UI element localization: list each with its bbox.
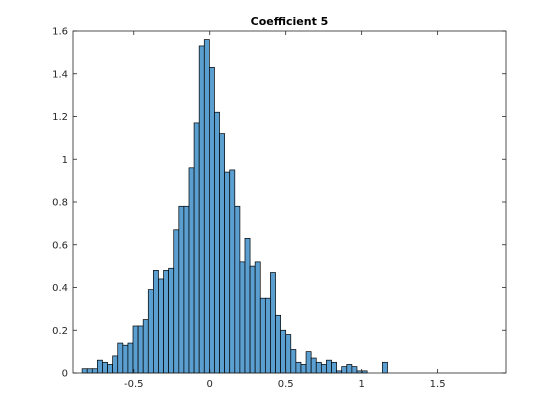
histogram-bar xyxy=(81,368,88,374)
histogram-bar xyxy=(249,265,256,374)
y-tick-label: 1.6 xyxy=(52,27,68,38)
histogram-bar xyxy=(285,334,292,374)
x-tick-label: 0 xyxy=(207,379,213,390)
histogram-bar xyxy=(224,171,231,374)
histogram-bar xyxy=(127,342,134,374)
histogram-bar xyxy=(112,355,119,374)
histogram-bar xyxy=(203,39,210,374)
histogram-bar xyxy=(168,267,175,374)
plot-area-background xyxy=(73,31,506,373)
histogram-bar xyxy=(254,261,261,374)
histogram-bar xyxy=(122,344,129,374)
y-tick-label: 0.4 xyxy=(52,283,68,294)
histogram-bar xyxy=(97,359,103,374)
histogram-bar xyxy=(142,319,149,374)
histogram-bar xyxy=(107,364,113,374)
histogram-bar xyxy=(188,167,195,374)
histogram-bar xyxy=(275,314,281,374)
histogram-bar xyxy=(239,261,246,374)
y-axis-ticks: 0 0.2 0.4 0.6 0.8 1 1.2 1.4 1.6 xyxy=(52,27,506,380)
histogram-bar xyxy=(193,122,200,374)
histogram-bar xyxy=(290,349,297,374)
y-tick-label: 1.4 xyxy=(52,69,68,80)
histogram-bar xyxy=(229,169,236,374)
histogram-bar xyxy=(244,237,251,374)
histogram-bar xyxy=(341,366,348,374)
histogram-bar xyxy=(209,66,215,374)
histogram-bar xyxy=(219,133,225,374)
x-tick-label: 1.5 xyxy=(430,379,446,390)
x-tick-label: -0.5 xyxy=(124,379,144,390)
histogram-bar xyxy=(234,205,241,374)
histogram-bar xyxy=(163,270,169,374)
histogram-bar xyxy=(183,205,190,374)
histogram-bar xyxy=(91,368,98,374)
y-tick-label: 0 xyxy=(62,369,68,380)
x-tick-label: 0.5 xyxy=(278,379,294,390)
histogram-bar xyxy=(300,364,307,374)
histogram-bar xyxy=(320,364,327,374)
histogram-bar xyxy=(264,297,271,374)
y-tick-label: 0.8 xyxy=(52,198,68,209)
histogram-bar xyxy=(382,361,388,374)
histogram-bar xyxy=(86,368,93,374)
histogram-bar xyxy=(173,229,180,374)
histogram-bar xyxy=(270,272,276,374)
histogram-bar xyxy=(158,278,164,374)
histogram-bar xyxy=(326,359,332,374)
y-tick-label: 0.2 xyxy=(52,326,68,337)
histogram-bar xyxy=(351,366,358,374)
histogram-bar xyxy=(310,357,317,374)
histogram-bar xyxy=(178,205,185,374)
y-tick-label: 1 xyxy=(62,155,68,166)
histogram-bar xyxy=(259,297,266,374)
histogram-bar xyxy=(117,342,124,374)
histogram-bar xyxy=(198,45,205,374)
histogram-bar xyxy=(214,111,220,374)
histogram-bar xyxy=(305,351,312,374)
histogram-bar xyxy=(132,325,139,374)
histogram-bar xyxy=(153,270,159,374)
histogram-bar xyxy=(346,364,353,374)
histogram-bar xyxy=(137,325,144,374)
histogram-bar xyxy=(102,361,108,374)
plot-frame xyxy=(72,30,507,374)
y-tick-label: 1.2 xyxy=(52,112,68,123)
chart-title: Coefficient 5 xyxy=(251,15,329,28)
histogram-bar xyxy=(147,289,154,374)
x-tick-label: 1 xyxy=(358,379,364,390)
histogram-bar xyxy=(315,361,322,374)
histogram-bar xyxy=(280,329,287,374)
histogram-bar xyxy=(295,361,302,374)
x-axis-ticks: -0.5 0 0.5 1 1.5 xyxy=(124,31,446,390)
y-tick-label: 0.6 xyxy=(52,240,68,251)
histogram-bar xyxy=(331,361,337,374)
